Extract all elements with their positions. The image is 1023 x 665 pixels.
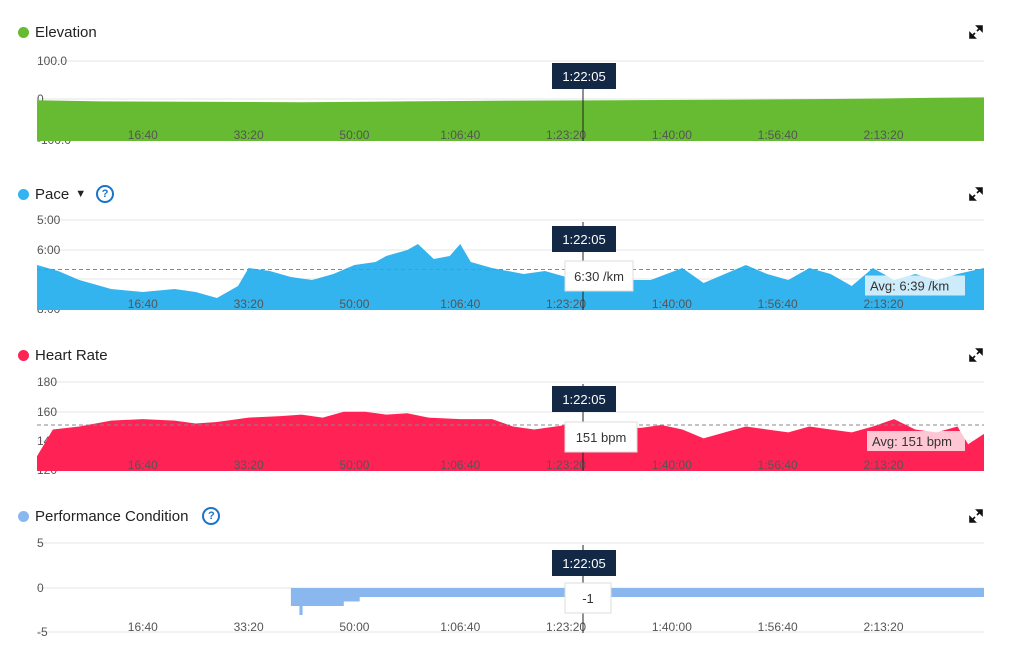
elevation-area [37,97,984,141]
x-tick-label: 2:13:20 [863,620,903,634]
x-tick-label: 1:06:40 [440,458,480,472]
x-tick-label: 33:20 [234,620,264,634]
performance_condition-area [290,588,984,615]
x-tick-label: 16:40 [128,620,158,634]
y-tick-label: 100.0 [37,54,67,68]
performance-condition-legend-dot [18,510,29,522]
cursor-time-label: 1:22:05 [562,69,605,84]
y-tick-label: 5:00 [37,213,61,227]
average-label-box [867,431,965,452]
x-tick-label: 1:56:40 [758,620,798,634]
x-tick-label: 2:13:20 [863,128,903,142]
cursor-time-label: 1:22:05 [562,232,605,247]
heart_rate-hover-value-box [564,421,638,453]
elevation-title: Elevation [35,23,97,41]
expand-icon[interactable] [969,25,983,39]
cursor-time-tooltip [552,386,616,412]
x-tick-label: 2:13:20 [863,297,903,311]
x-tick-label: 33:20 [234,458,264,472]
heart-rate-title: Heart Rate [35,346,108,364]
heart_rate-hover-value: 151 bpm [576,430,627,445]
x-tick-label: 50:00 [339,297,369,311]
heart-rate-panel: Heart Rate 18016014012016:4033:2050:001:… [0,344,1023,479]
help-icon[interactable]: ? [96,185,115,203]
performance_condition-hover-value-box [564,582,612,614]
x-tick-label: 50:00 [339,458,369,472]
x-tick-label: 1:06:40 [440,620,480,634]
x-tick-label: 1:56:40 [758,458,798,472]
performance-condition-header: Performance Condition ? [18,505,221,527]
x-tick-label: 1:40:00 [652,458,692,472]
heart_rate-chart: 18016014012016:4033:2050:001:06:401:23:2… [37,375,984,477]
pace-chart: 5:006:007:008:0016:4033:2050:001:06:401:… [37,213,984,316]
x-tick-label: 1:40:00 [652,297,692,311]
pace-area [37,244,984,310]
pace-title: Pace [35,185,70,203]
x-tick-label: 1:40:00 [652,128,692,142]
x-tick-label: 16:40 [128,128,158,142]
average-label: Avg: 151 bpm [872,434,952,449]
pace-panel: Pace ▼ ? 5:006:007:008:0016:4033:2050:00… [0,183,1023,318]
expand-icon[interactable] [969,187,983,201]
pace-hover-value: 6:30 /km [574,269,624,284]
y-tick-label: 5 [37,536,44,550]
elevation-chart: 100.00-100.016:4033:2050:001:06:401:23:2… [37,54,984,147]
y-tick-label: -5 [37,625,48,639]
average-label: Avg: 6:39 /km [870,279,949,294]
help-icon[interactable]: ? [202,507,221,525]
elevation-header: Elevation [18,21,97,43]
x-tick-label: 1:06:40 [440,297,480,311]
expand-icon[interactable] [969,348,983,362]
heart_rate-area [37,411,984,471]
x-tick-label: 1:23:20 [546,128,586,142]
y-tick-label: 180 [37,375,57,389]
cursor-time-label: 1:22:05 [562,556,605,571]
elevation-panel: Elevation 100.00-100.016:4033:2050:001:0… [0,21,1023,147]
pace-legend-dot [18,188,29,200]
x-tick-label: 33:20 [234,297,264,311]
x-tick-label: 1:23:20 [546,297,586,311]
performance_condition-chart: 5 0 -5 16:40 33:20 50:00 1:06:40 1:23:20 1:40:00… [37,536,984,639]
x-tick-label: 1:56:40 [758,297,798,311]
pace-header: Pace ▼ ? [18,183,115,205]
pace-dropdown-icon[interactable]: ▼ [75,188,87,200]
heart-rate-header: Heart Rate [18,344,108,366]
y-tick-label: 0 [37,92,44,106]
y-tick-label: 0 [37,581,44,595]
cursor-time-label: 1:22:05 [562,392,605,407]
expand-icon[interactable] [969,509,983,523]
x-tick-label: 1:40:00 [652,620,692,634]
x-tick-label: 16:40 [128,458,158,472]
heart-rate-legend-dot [18,349,29,361]
x-tick-label: 16:40 [128,297,158,311]
x-tick-label: 50:00 [339,128,369,142]
x-tick-label: 1:56:40 [758,128,798,142]
performance-condition-title: Performance Condition [35,507,189,525]
x-tick-label: 50:00 [339,620,369,634]
x-tick-label: 1:23:20 [546,458,586,472]
y-tick-label: 6:00 [37,243,61,257]
y-tick-label: 160 [37,405,57,419]
cursor-time-tooltip [552,550,616,576]
average-label-box [865,275,965,296]
cursor-time-tooltip [552,226,616,252]
elevation-legend-dot [18,26,29,38]
x-tick-label: 1:06:40 [440,128,480,142]
performance-condition-panel: Performance Condition ? 5 0 -5 16:40 33:20 50… [0,505,1023,645]
performance_condition-hover-value: -1 [582,591,594,606]
x-tick-label: 33:20 [234,128,264,142]
x-tick-label: 2:13:20 [863,458,903,472]
pace-hover-value-box [564,260,634,292]
x-tick-label: 1:23:20 [546,620,586,634]
cursor-time-tooltip [552,63,616,89]
